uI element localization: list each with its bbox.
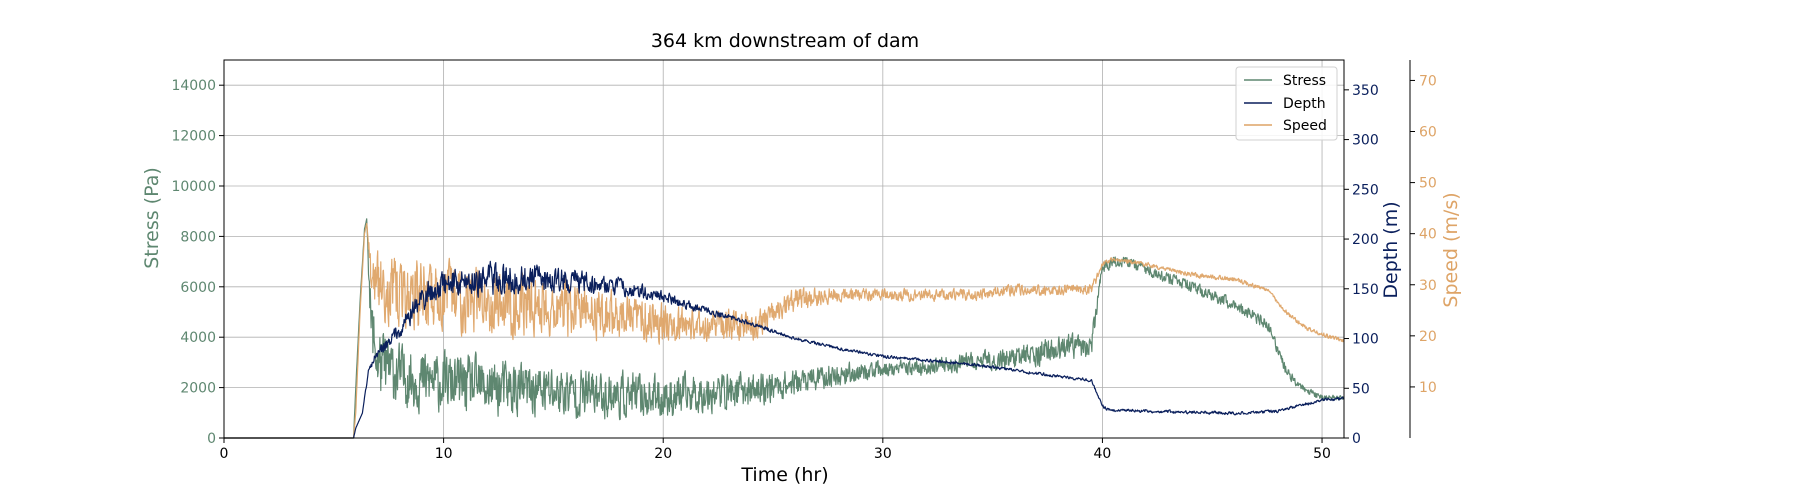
x-tick-label: 20 xyxy=(654,446,672,462)
speed-tick-label: 20 xyxy=(1419,329,1437,345)
legend-label-stress: Stress xyxy=(1283,73,1326,89)
x-axis-label: Time (hr) xyxy=(740,464,828,486)
series-line-depth xyxy=(223,260,1345,439)
x-tick-label: 0 xyxy=(220,446,229,462)
depth-axis-label: Depth (m) xyxy=(1380,201,1402,298)
x-tick-label: 10 xyxy=(435,446,453,462)
stress-tick-label: 6000 xyxy=(180,280,216,296)
legend: Stress Depth Speed xyxy=(1235,66,1338,141)
series-line-stress xyxy=(223,218,1345,439)
speed-tick-label: 30 xyxy=(1419,278,1437,294)
legend-label-depth: Depth xyxy=(1283,96,1326,112)
depth-tick-label: 250 xyxy=(1352,182,1379,198)
stress-tick-label: 10000 xyxy=(171,179,216,195)
speed-tick-label: 50 xyxy=(1419,176,1437,192)
stress-tick-label: 0 xyxy=(207,431,216,447)
stress-tick-label: 14000 xyxy=(171,78,216,94)
depth-tick-label: 300 xyxy=(1352,133,1379,149)
stress-axis-label: Stress (Pa) xyxy=(141,167,163,269)
stress-tick-label: 4000 xyxy=(180,330,216,346)
depth-tick-label: 50 xyxy=(1352,381,1370,397)
depth-tick-label: 200 xyxy=(1352,232,1379,248)
depth-tick-label: 0 xyxy=(1352,431,1361,447)
stress-tick-label: 12000 xyxy=(171,129,216,145)
legend-box xyxy=(1235,66,1338,141)
series-line-speed xyxy=(223,222,1345,439)
x-tick-label: 30 xyxy=(874,446,892,462)
x-tick-label: 40 xyxy=(1094,446,1112,462)
axes-layer: 0 10 20 30 40 5002000400060008000100001200014… xyxy=(171,60,1437,462)
plot-frame xyxy=(223,59,1345,439)
speed-tick-label: 40 xyxy=(1419,227,1437,243)
stress-tick-label: 2000 xyxy=(180,381,216,397)
depth-tick-label: 150 xyxy=(1352,282,1379,298)
speed-tick-label: 10 xyxy=(1419,380,1437,396)
chart-title: 364 km downstream of dam xyxy=(651,30,919,52)
speed-tick-label: 60 xyxy=(1419,125,1437,141)
speed-axis-label: Speed (m/s) xyxy=(1440,192,1462,307)
legend-label-speed: Speed xyxy=(1283,118,1327,134)
stress-tick-label: 8000 xyxy=(180,229,216,245)
depth-tick-label: 350 xyxy=(1352,83,1379,99)
depth-tick-label: 100 xyxy=(1352,332,1379,348)
series-layer xyxy=(223,218,1345,439)
x-tick-label: 50 xyxy=(1313,446,1331,462)
speed-tick-label: 70 xyxy=(1419,73,1437,89)
